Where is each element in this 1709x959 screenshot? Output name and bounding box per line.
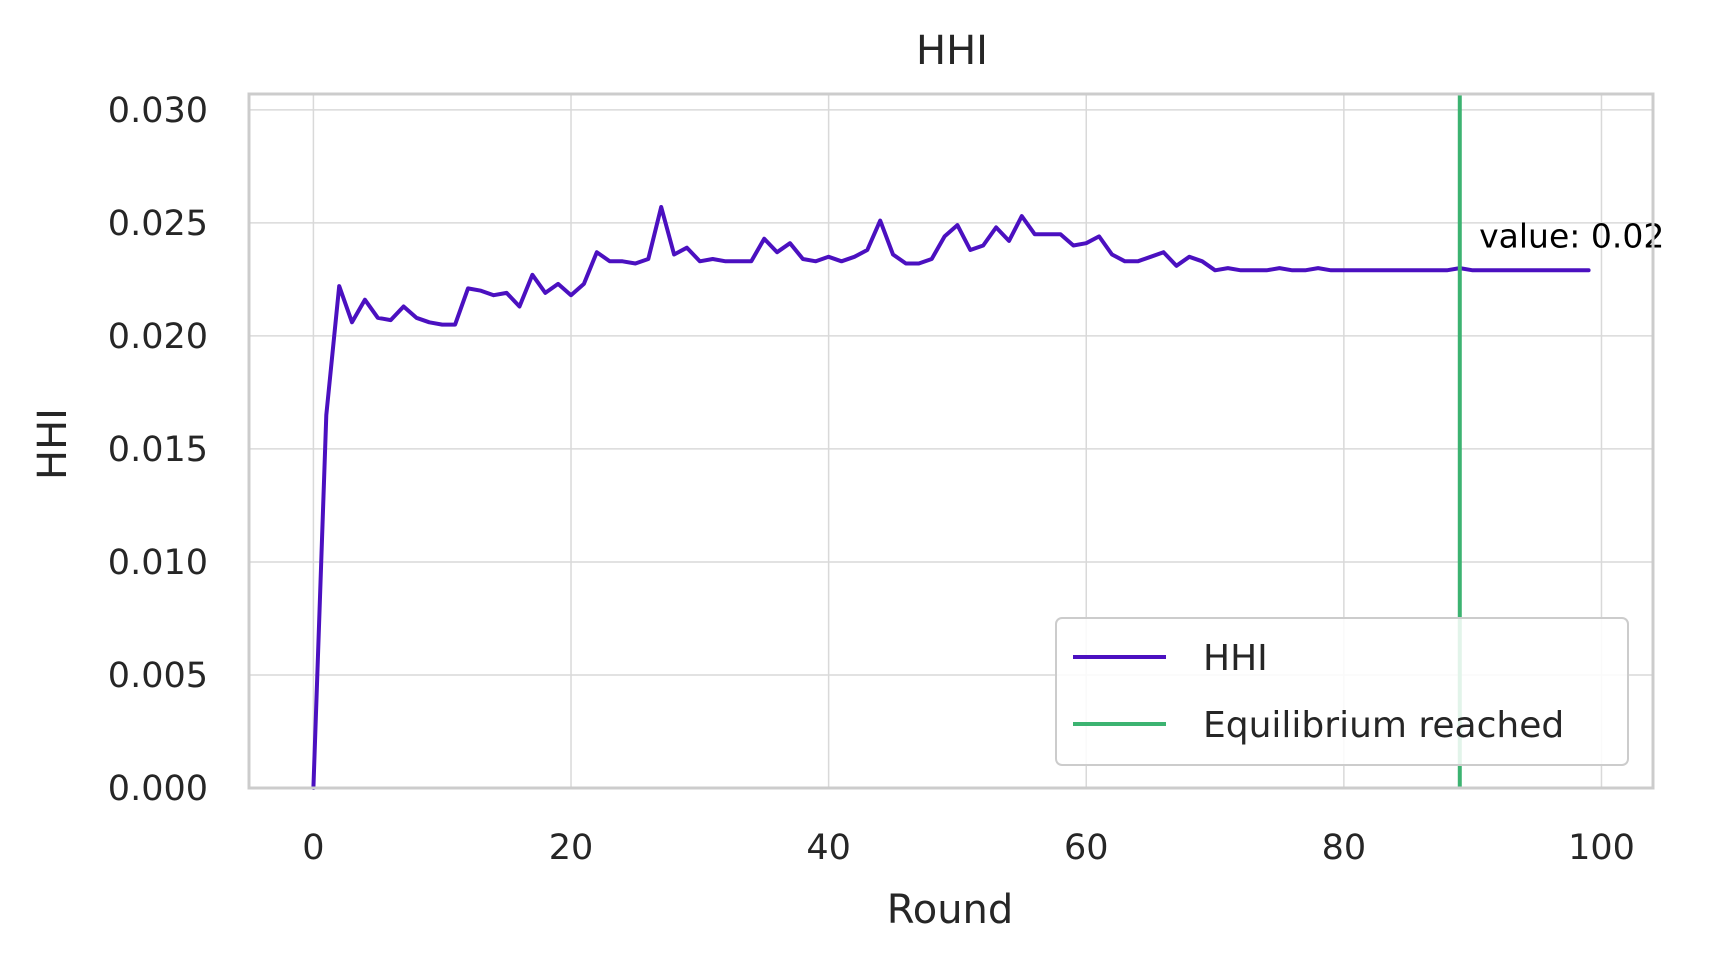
plot-frame <box>247 92 1655 790</box>
x-axis-label: Round <box>887 887 1014 933</box>
y-tick-label: 0.015 <box>108 430 208 470</box>
legend-label-hhi: HHI <box>1203 638 1268 679</box>
y-tick-label: 0.010 <box>108 543 208 583</box>
x-tick-label: 0 <box>302 828 324 868</box>
x-tick-labels: 0 20 40 60 80 100 <box>302 828 1635 868</box>
annotation-layer: value: 0.02 <box>1479 217 1664 256</box>
x-tick-label: 60 <box>1064 828 1109 868</box>
y-tick-label: 0.020 <box>108 317 208 357</box>
y-tick-label: 0.030 <box>108 91 208 131</box>
y-axis-label: HHI <box>30 408 76 480</box>
value-annotation: value: 0.02 <box>1479 217 1664 256</box>
chart-title: HHI <box>916 28 988 74</box>
legend-label-equilibrium: Equilibrium reached <box>1203 705 1564 746</box>
y-tick-label: 0.000 <box>108 769 208 809</box>
x-tick-label: 40 <box>806 828 851 868</box>
y-tick-labels: 0.000 0.005 0.010 0.015 0.020 0.025 0.030 <box>108 91 208 809</box>
x-tick-label: 20 <box>549 828 594 868</box>
series-line-hhi <box>311 205 1591 790</box>
legend-box <box>1055 617 1629 766</box>
x-tick-label: 100 <box>1568 828 1635 868</box>
grid-lines <box>249 94 1653 789</box>
legend: HHI Equilibrium reached <box>1055 617 1629 766</box>
y-tick-label: 0.005 <box>108 656 208 696</box>
x-tick-label: 80 <box>1322 828 1367 868</box>
y-tick-label: 0.025 <box>108 204 208 244</box>
